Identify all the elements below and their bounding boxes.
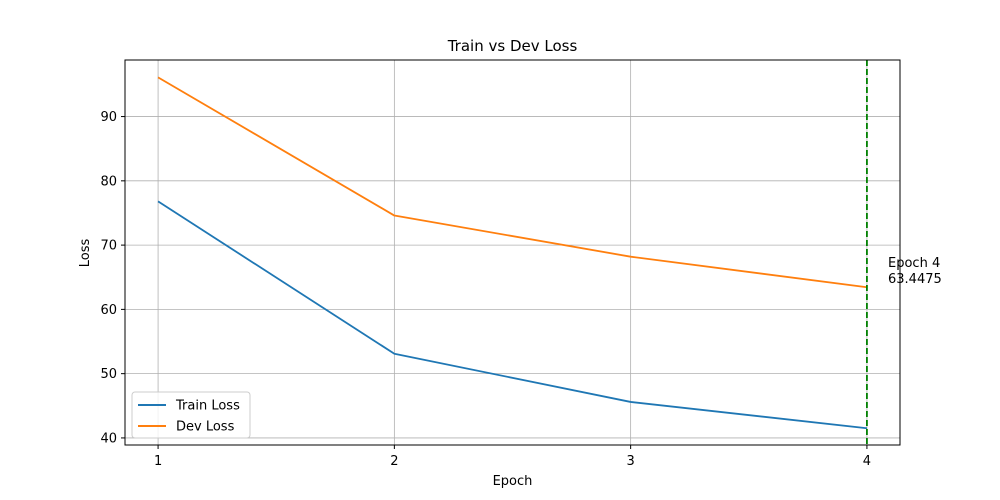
x-tick-label: 4 [863,454,871,469]
legend-label-dev: Dev Loss [176,420,235,435]
annotation: Epoch 4 63.4475 [888,256,942,287]
x-tick-label: 2 [390,454,398,469]
x-tick-label: 1 [154,454,162,469]
grid [125,60,900,445]
y-tick-label: 90 [100,110,117,125]
series-line-train [157,200,868,430]
y-axis-label: Loss [78,239,93,268]
series-line-dev [157,76,868,289]
chart-title: Train vs Dev Loss [447,37,578,55]
axis-ticks: 1 2 3 4 40 50 60 70 80 90 [100,110,871,469]
plot-frame [124,59,901,446]
y-tick-label: 80 [100,174,117,189]
x-tick-label: 3 [626,454,634,469]
series-lines [157,76,868,430]
legend: Train Loss Dev Loss [131,391,251,439]
y-tick-label: 40 [100,431,117,446]
annotation-epoch: Epoch 4 [888,256,940,271]
legend-label-train: Train Loss [175,399,240,414]
y-tick-label: 60 [100,303,117,318]
annotation-value: 63.4475 [888,272,942,287]
x-axis-label: Epoch [493,474,533,489]
y-tick-label: 50 [100,367,117,382]
y-tick-label: 70 [100,239,117,254]
